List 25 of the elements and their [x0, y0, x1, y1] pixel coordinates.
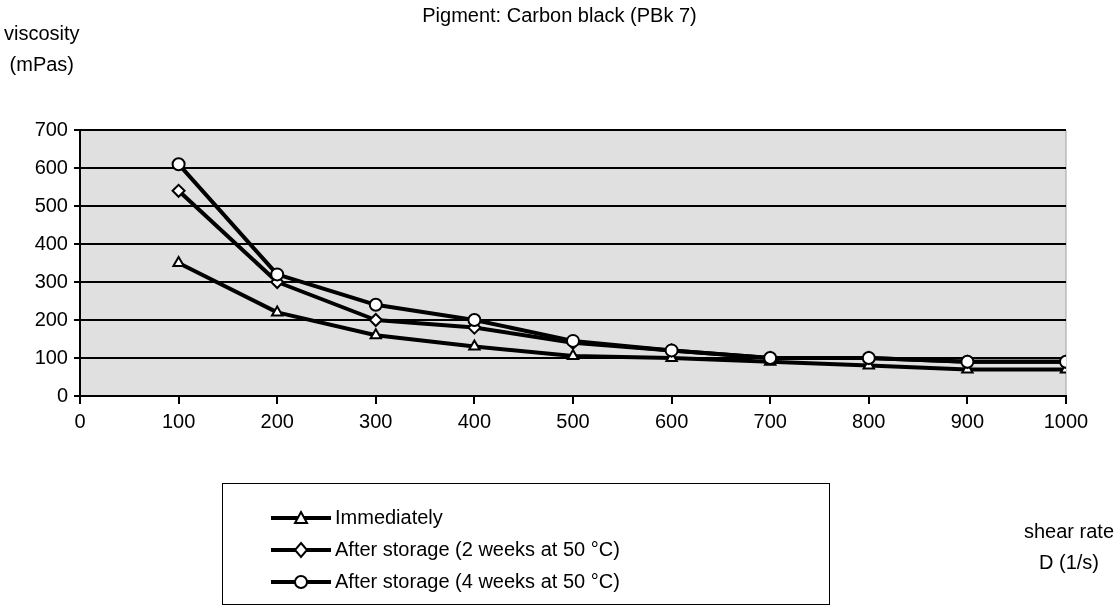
x-tick-label: 500	[556, 409, 590, 432]
x-tick-label: 900	[950, 409, 985, 432]
y-tick-label: 700	[34, 117, 68, 140]
chart-title: Pigment: Carbon black (PBk 7)	[422, 4, 697, 26]
x-tick-label: 1000	[1043, 409, 1089, 432]
x-tick-label: 600	[654, 409, 689, 432]
y-axis-title: viscosity (mPas)	[4, 21, 80, 77]
legend-label: After storage (2 weeks at 50 °C)	[335, 538, 620, 561]
x-tick-label: 100	[161, 409, 196, 432]
x-tick-label: 0	[74, 409, 86, 432]
x-tick-label: 300	[359, 409, 393, 432]
y-tick-label: 200	[34, 307, 68, 330]
legend-label: After storage (4 weeks at 50 °C)	[335, 570, 620, 593]
legend-label: Immediately	[335, 506, 443, 529]
x-tick-label: 400	[457, 409, 492, 432]
x-tick-label: 700	[753, 409, 787, 432]
x-axis-title: shear rate D (1/s)	[1022, 519, 1116, 575]
x-tick-label: 200	[260, 409, 294, 432]
y-tick-label: 0	[56, 383, 68, 406]
y-tick-label: 500	[34, 193, 68, 216]
y-tick-label: 600	[34, 155, 68, 178]
x-tick-label: 800	[852, 409, 886, 432]
y-tick-label: 100	[34, 345, 68, 368]
y-tick-label: 300	[34, 269, 68, 292]
y-tick-label: 400	[34, 231, 68, 254]
